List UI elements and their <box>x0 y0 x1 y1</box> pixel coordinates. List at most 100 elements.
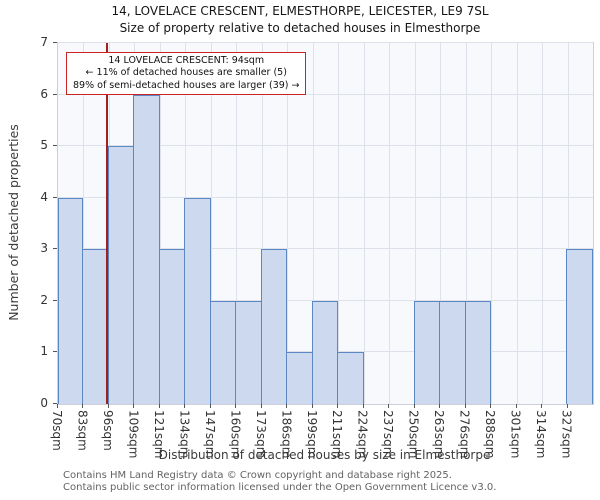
annotation-line3: 89% of semi-detached houses are larger (… <box>73 79 300 91</box>
x-gridline <box>389 43 391 404</box>
y-tick-mark <box>53 42 57 43</box>
y-tick-label: 4 <box>40 189 48 204</box>
x-tick-label: 186sqm <box>279 410 294 459</box>
x-gridline <box>312 43 314 404</box>
bar <box>439 300 466 404</box>
subject-property-marker-line <box>105 43 108 404</box>
x-tick-mark <box>413 404 415 408</box>
x-tick-mark <box>541 404 543 408</box>
footer-line2: Contains public sector information licen… <box>63 481 497 493</box>
annotation-line2: ← 11% of detached houses are smaller (5) <box>85 67 287 79</box>
x-tick-mark <box>260 404 262 408</box>
x-tick-label: 70sqm <box>50 410 64 451</box>
bar-slot <box>235 43 262 404</box>
bar <box>235 300 262 404</box>
y-tick-label: 7 <box>40 35 48 49</box>
x-tick-mark <box>158 404 160 408</box>
x-tick-label: 224sqm <box>355 410 370 459</box>
y-tick-label: 3 <box>40 241 48 256</box>
x-tick-label: 199sqm <box>304 410 319 459</box>
x-tick-label: 237sqm <box>381 410 396 459</box>
bar-slot <box>337 43 364 404</box>
x-tick-mark <box>209 404 211 408</box>
footer: Contains HM Land Registry data © Crown c… <box>63 470 496 493</box>
y-gridline <box>58 93 593 95</box>
y-gridline <box>58 248 593 250</box>
bar-slot <box>542 43 567 404</box>
x-gridline <box>465 43 467 404</box>
bar <box>107 146 135 404</box>
x-tick-mark <box>464 404 466 408</box>
bar <box>464 300 491 404</box>
y-gridline <box>58 42 593 43</box>
x-tick-label: 314sqm <box>534 410 549 459</box>
bar-slot <box>260 43 288 404</box>
x-tick-label: 134sqm <box>177 410 192 459</box>
x-tick-mark <box>184 404 186 408</box>
x-tick-mark <box>439 404 441 408</box>
x-tick-label: 173sqm <box>253 410 268 459</box>
y-gridline <box>58 196 593 198</box>
bar-slot <box>566 43 593 404</box>
x-gridline <box>491 43 493 404</box>
x-tick-label: 147sqm <box>202 410 217 459</box>
x-gridline <box>287 43 289 404</box>
bar-slot <box>184 43 211 404</box>
bar-slot <box>286 43 313 404</box>
x-tick-mark <box>82 404 84 408</box>
bar-slot <box>464 43 491 404</box>
x-tick-mark <box>566 404 568 408</box>
y-tick-label: 2 <box>40 292 48 307</box>
x-tick-mark <box>57 404 58 408</box>
x-tick-mark <box>337 404 339 408</box>
y-tick-mark <box>53 248 57 250</box>
x-tick-label: 109sqm <box>126 410 141 459</box>
y-tick-mark <box>53 196 57 198</box>
plot-area: 14 LOVELACE CRESCENT: 94sqm ← 11% of det… <box>57 42 594 405</box>
y-gridline <box>58 299 593 301</box>
bar <box>133 94 160 404</box>
bar-slot <box>209 43 237 404</box>
y-tick-label: 6 <box>40 86 48 101</box>
x-tick-mark <box>235 404 237 408</box>
x-tick-label: 96sqm <box>100 410 115 451</box>
y-tick-label: 1 <box>40 344 48 359</box>
x-gridline <box>516 43 518 404</box>
y-tick-label: 5 <box>40 138 48 153</box>
bar-slot <box>158 43 186 404</box>
x-tick-label: 276sqm <box>457 410 472 459</box>
x-tick-mark <box>362 404 364 408</box>
annotation-line1: 14 LOVELACE CRESCENT: 94sqm <box>108 55 265 66</box>
bar <box>260 249 288 404</box>
x-tick-mark <box>107 404 109 408</box>
x-tick-label: 250sqm <box>406 410 421 459</box>
bars-container <box>58 43 593 404</box>
bar <box>58 197 84 404</box>
x-gridline <box>338 43 340 404</box>
bar-slot <box>491 43 516 404</box>
x-gridline <box>210 43 212 404</box>
bar-slot <box>107 43 135 404</box>
x-gridline <box>414 43 416 404</box>
x-gridline <box>542 43 544 404</box>
x-gridline <box>440 43 442 404</box>
x-gridline <box>83 43 85 404</box>
x-tick-mark <box>490 404 492 408</box>
x-tick-label: 83sqm <box>75 410 90 451</box>
x-tick-mark <box>286 404 288 408</box>
x-tick-label: 288sqm <box>483 410 498 459</box>
bar-slot <box>58 43 84 404</box>
x-gridline <box>236 43 238 404</box>
y-tick-mark <box>53 351 57 353</box>
bar <box>566 249 593 404</box>
x-tick-mark <box>388 404 390 408</box>
bar <box>209 300 237 404</box>
x-gridline <box>363 43 365 404</box>
x-axis-label: Distribution of detached houses by size … <box>158 448 491 462</box>
x-gridline <box>159 43 161 404</box>
bar <box>311 300 339 404</box>
chart-title: 14, LOVELACE CRESCENT, ELMESTHORPE, LEIC… <box>111 4 489 18</box>
y-tick-mark <box>53 93 57 95</box>
y-tick-mark <box>53 403 57 404</box>
bar <box>337 352 364 404</box>
